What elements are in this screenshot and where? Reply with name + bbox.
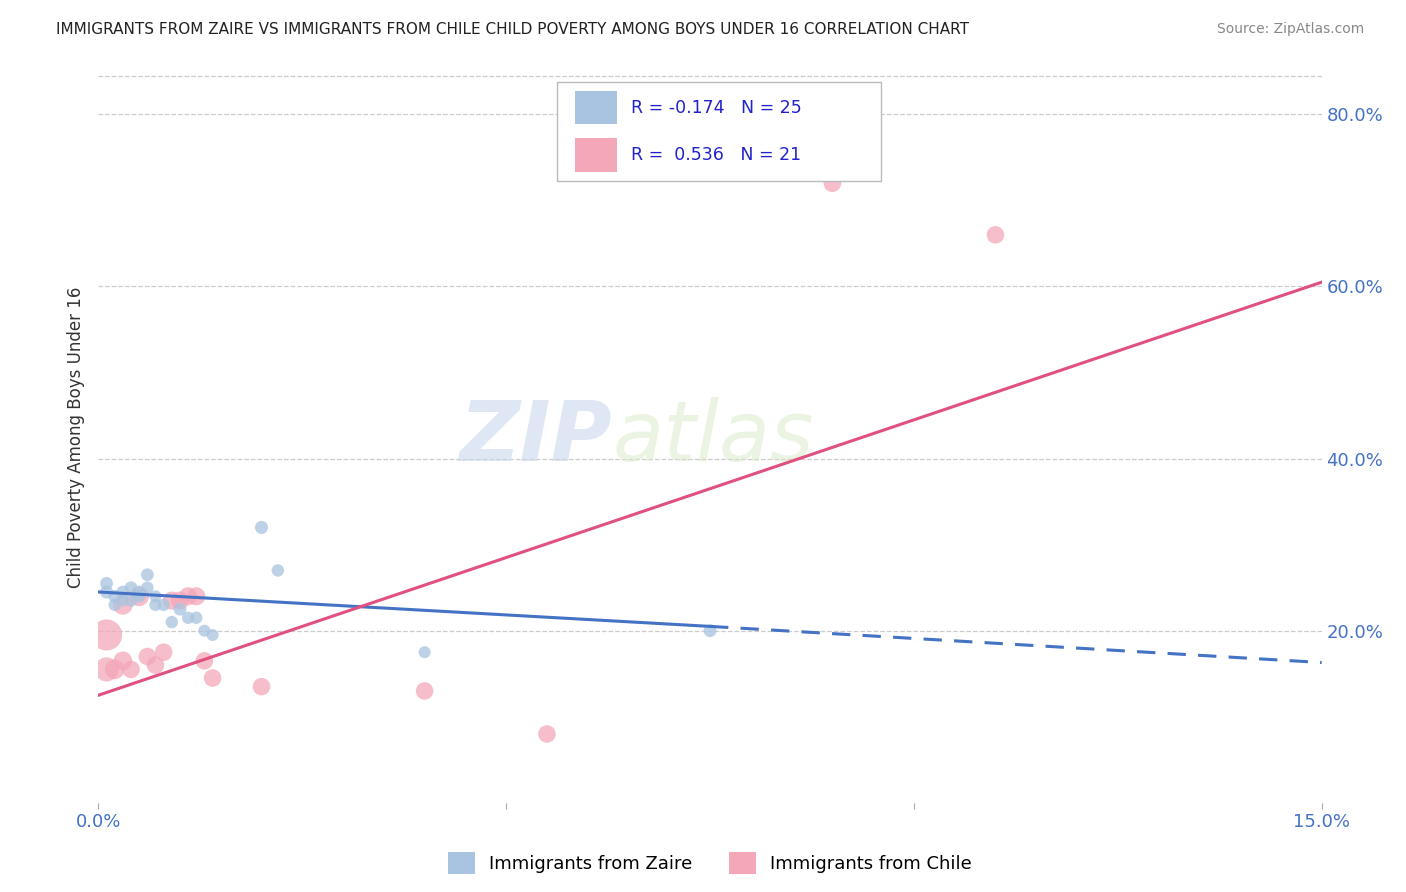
Point [120, 593, 142, 607]
Point [128, 589, 150, 603]
Text: R =  0.536   N = 21: R = 0.536 N = 21 [630, 145, 800, 164]
Text: ZIP: ZIP [460, 397, 612, 477]
Point [984, 227, 1007, 242]
Point [104, 662, 127, 676]
Point [267, 564, 290, 578]
Point [111, 593, 134, 607]
Point [120, 662, 142, 676]
Point [104, 589, 127, 603]
Point [128, 585, 150, 599]
Point [250, 520, 273, 534]
Point [104, 598, 127, 612]
Text: IMMIGRANTS FROM ZAIRE VS IMMIGRANTS FROM CHILE CHILD POVERTY AMONG BOYS UNDER 16: IMMIGRANTS FROM ZAIRE VS IMMIGRANTS FROM… [56, 22, 969, 37]
Point [152, 598, 174, 612]
Y-axis label: Child Poverty Among Boys Under 16: Child Poverty Among Boys Under 16 [66, 286, 84, 588]
Point [136, 567, 159, 582]
Point [111, 654, 134, 668]
Point [128, 589, 150, 603]
Point [96, 662, 118, 676]
Point [152, 645, 174, 659]
Point [186, 611, 208, 625]
Point [536, 727, 558, 741]
Point [136, 649, 159, 664]
Point [699, 624, 721, 638]
Text: atlas: atlas [612, 397, 814, 477]
Point [96, 628, 118, 642]
Point [111, 598, 134, 612]
Text: Source: ZipAtlas.com: Source: ZipAtlas.com [1216, 22, 1364, 37]
Point [177, 611, 200, 625]
Point [96, 585, 118, 599]
Point [177, 589, 200, 603]
Point [160, 615, 183, 629]
Point [821, 176, 844, 190]
FancyBboxPatch shape [575, 91, 617, 124]
Point [186, 589, 208, 603]
Point [111, 585, 134, 599]
Point [250, 680, 273, 694]
Point [145, 658, 167, 673]
FancyBboxPatch shape [557, 82, 882, 181]
Point [96, 576, 118, 591]
Point [201, 671, 224, 685]
Point [160, 593, 183, 607]
Point [136, 581, 159, 595]
Legend: Immigrants from Zaire, Immigrants from Chile: Immigrants from Zaire, Immigrants from C… [440, 845, 980, 881]
Point [201, 628, 224, 642]
Point [120, 581, 142, 595]
Text: R = -0.174   N = 25: R = -0.174 N = 25 [630, 99, 801, 117]
Point [145, 589, 167, 603]
FancyBboxPatch shape [575, 138, 617, 171]
Point [193, 624, 215, 638]
Point [169, 602, 191, 616]
Point [169, 593, 191, 607]
Point [193, 654, 215, 668]
Point [145, 598, 167, 612]
Point [413, 684, 436, 698]
Point [413, 645, 436, 659]
